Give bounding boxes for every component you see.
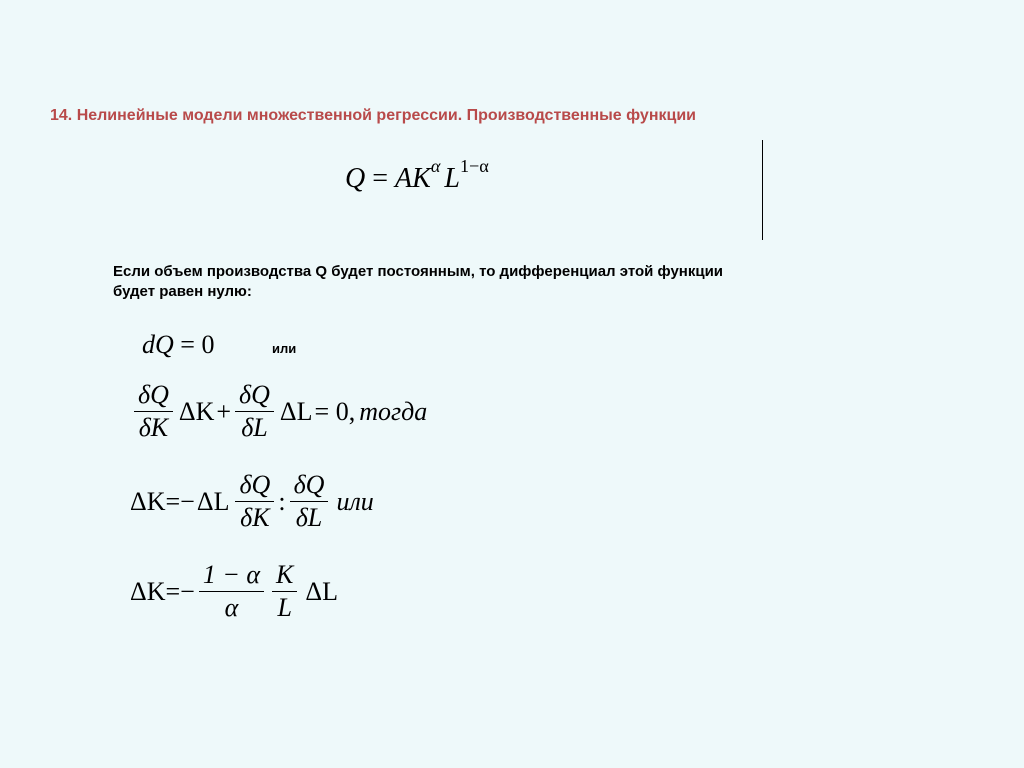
frac-dQ-dL: δQ δL — [235, 380, 274, 443]
equals-sign: = — [166, 487, 181, 517]
delta-K: ΔK — [179, 397, 215, 427]
frac-num: δQ — [235, 470, 274, 501]
var-dQ: dQ — [142, 330, 174, 359]
body-paragraph: Если объем производства Q будет постоянн… — [113, 262, 753, 303]
exp-alpha: α — [431, 156, 441, 176]
formula-delta-k-ratio: ΔK = − ΔL δQ δK : δQ δL или — [130, 470, 374, 533]
frac-dQ-dL: δQ δL — [290, 470, 329, 533]
formula-dq-zero: dQ = 0 — [142, 330, 214, 360]
tail-or: или — [336, 487, 373, 517]
frac-K-over-L: K L — [272, 560, 297, 623]
delta-L: ΔL — [305, 577, 338, 607]
frac-den: δL — [290, 501, 329, 533]
exp-one-minus-alpha: 1−α — [460, 156, 489, 176]
frac-den: δK — [134, 411, 173, 443]
frac-den: α — [199, 591, 264, 623]
var-Q: Q — [345, 163, 365, 194]
equals-zero-comma: = 0, — [315, 397, 356, 427]
tail-then: тогда — [359, 397, 427, 427]
frac-num: δQ — [290, 470, 329, 501]
formula-total-differential: δQ δK ΔK + δQ δL ΔL = 0, тогда — [130, 380, 427, 443]
delta-L: ΔL — [280, 397, 313, 427]
equals-sign: = — [174, 330, 202, 359]
delta-K-lhs: ΔK — [130, 487, 166, 517]
formula-delta-k-final: ΔK = − 1 − α α K L ΔL — [130, 560, 338, 623]
frac-den: δL — [235, 411, 274, 443]
plus-sign: + — [216, 397, 231, 427]
frac-dQ-dK: δQ δK — [134, 380, 173, 443]
delta-K-lhs: ΔK — [130, 577, 166, 607]
frac-num: 1 − α — [199, 560, 264, 591]
var-A: A — [395, 163, 412, 194]
vertical-rule — [762, 140, 763, 240]
frac-num: δQ — [134, 380, 173, 411]
label-or: или — [272, 341, 296, 356]
equals-sign: = — [166, 577, 181, 607]
frac-den: L — [272, 591, 297, 623]
colon-divide: : — [278, 487, 285, 517]
formula-production-function: Q = AKαL1−α — [345, 163, 489, 195]
frac-dQ-dK: δQ δK — [235, 470, 274, 533]
frac-one-minus-alpha-over-alpha: 1 − α α — [199, 560, 264, 623]
var-L: L — [444, 163, 460, 194]
frac-den: δK — [235, 501, 274, 533]
frac-num: K — [272, 560, 297, 591]
delta-L: ΔL — [197, 487, 230, 517]
var-K: K — [412, 163, 431, 194]
slide: 14. Нелинейные модели множественной регр… — [0, 0, 1024, 768]
minus-sign: − — [180, 577, 195, 607]
zero: 0 — [201, 330, 214, 359]
frac-num: δQ — [235, 380, 274, 411]
slide-title: 14. Нелинейные модели множественной регр… — [50, 105, 830, 127]
minus-sign: − — [180, 487, 195, 517]
equals-sign: = — [365, 163, 395, 194]
